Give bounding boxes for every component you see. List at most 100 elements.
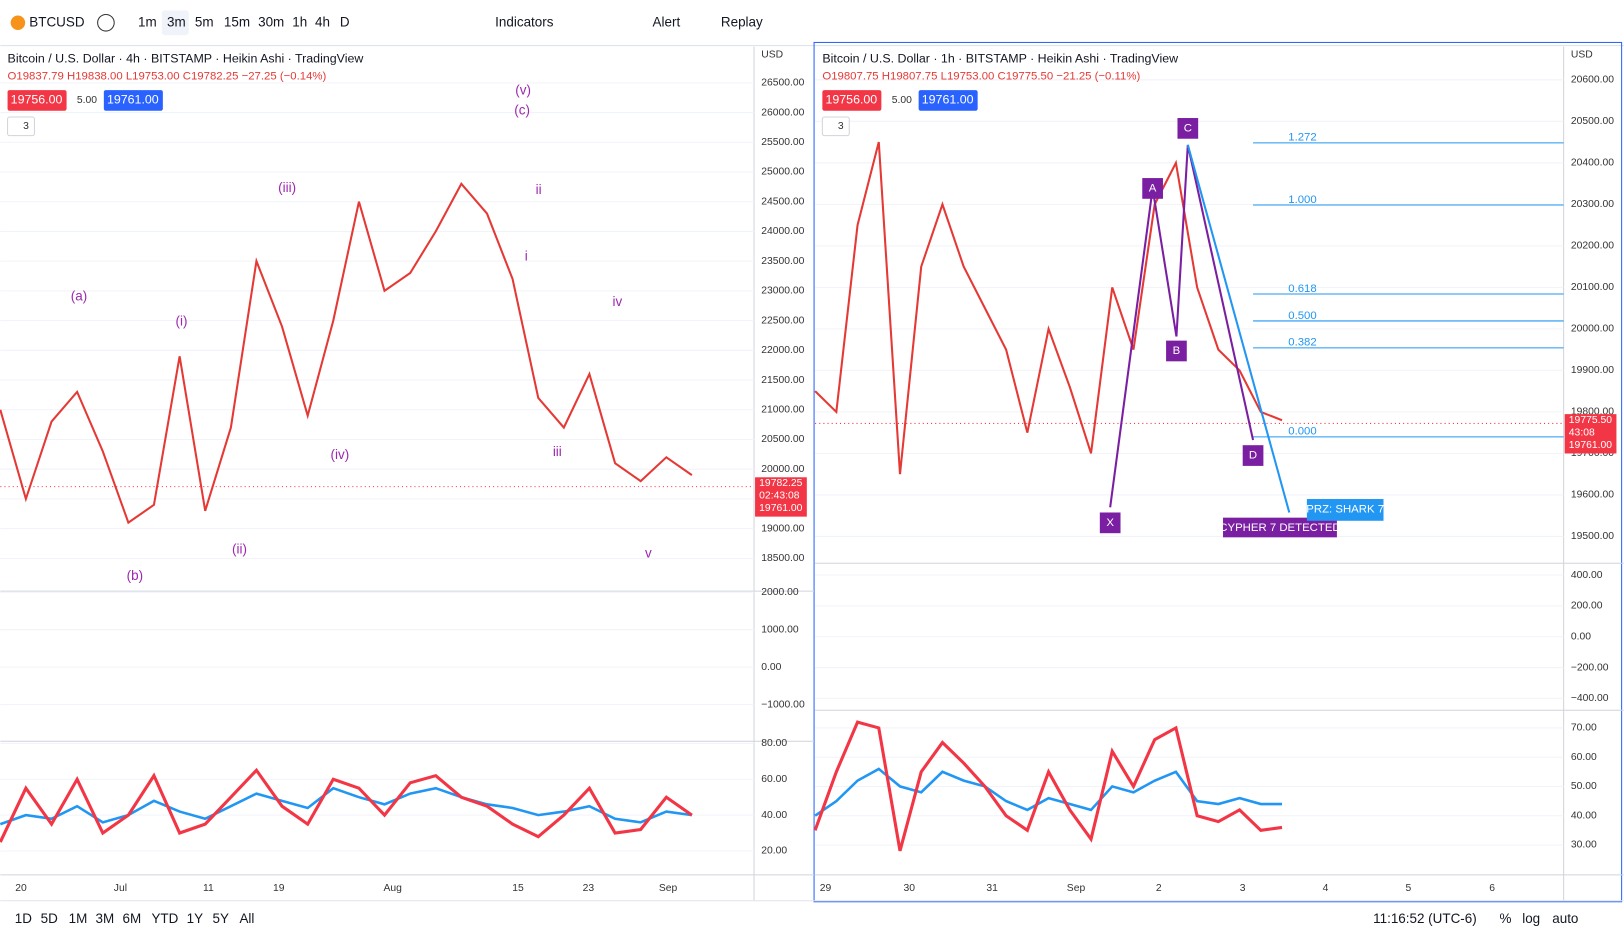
fib-label: 1.000 (1288, 194, 1316, 206)
price-axis-label: 40.00 (1571, 810, 1597, 821)
price-axis-label: 25000.00 (761, 167, 804, 178)
rsi-line (0, 767, 693, 843)
pattern-point (1142, 178, 1163, 199)
date-label: Sep (1067, 883, 1086, 894)
wave-label: (a) (71, 289, 87, 304)
fib-label: 1.272 (1288, 132, 1316, 144)
interval-button[interactable]: 15m (224, 14, 250, 29)
range-button[interactable]: 1M (69, 911, 88, 926)
price-line (0, 182, 693, 525)
range-button[interactable]: 3M (96, 911, 115, 926)
wave-label: (c) (514, 102, 530, 117)
price-axis-label: 200.00 (1571, 601, 1603, 612)
currency: USD (761, 50, 783, 61)
range-button[interactable]: 5D (41, 911, 58, 926)
price-tag: 19775.50 (1569, 415, 1612, 426)
bid[interactable]: 19756.00 (825, 93, 877, 107)
price-axis-label: 80.00 (761, 738, 787, 749)
range-button[interactable]: 6M (122, 911, 141, 926)
range-button[interactable]: 5Y (213, 911, 229, 926)
price-box (755, 477, 807, 517)
price-axis-label: 30.00 (1571, 840, 1597, 851)
left-pane (0, 46, 755, 901)
price-axis-label: 1000.00 (761, 624, 799, 635)
range-button[interactable]: YTD (151, 911, 178, 926)
price-axis-label: 20200.00 (1571, 241, 1614, 252)
price-box (1564, 414, 1617, 454)
wave-label: ii (536, 182, 542, 197)
price-tag: 19761.00 (759, 503, 802, 514)
price-axis-label: 20000.00 (1571, 324, 1614, 335)
price-axis-label: 26500.00 (761, 78, 804, 89)
price-axis-label: 20500.00 (1571, 116, 1614, 127)
wave-label: iv (613, 294, 623, 309)
price-axis-label: 400.00 (1571, 570, 1603, 581)
date-label: 4 (1323, 883, 1329, 894)
spread: 5.00 (892, 95, 912, 106)
date-label: 23 (583, 883, 595, 894)
ask-box (103, 90, 163, 111)
percent-toggle[interactable]: % (1499, 911, 1511, 926)
prz-label: PRZ: SHARK 7 (1306, 503, 1384, 515)
date-label: 29 (820, 883, 832, 894)
interval-button[interactable]: 3m (167, 14, 186, 29)
indicators-button[interactable]: Indicators (495, 14, 554, 29)
fib-label: 0.382 (1288, 337, 1316, 349)
date-label: 20 (15, 883, 27, 894)
range-button[interactable]: All (239, 911, 254, 926)
ask[interactable]: 19761.00 (107, 93, 159, 107)
alert-button[interactable]: Alert (653, 14, 681, 29)
log-toggle[interactable]: log (1522, 911, 1540, 926)
auto-toggle[interactable]: auto (1552, 911, 1578, 926)
pane-title: Bitcoin / U.S. Dollar · 1h · BITSTAMP · … (822, 51, 1178, 65)
price-axis-label: 19500.00 (1571, 531, 1614, 542)
add-symbol[interactable] (97, 13, 115, 32)
interval-button[interactable]: 30m (258, 14, 284, 29)
ask-box (918, 90, 978, 111)
range-button[interactable]: 1D (15, 911, 32, 926)
date-label: 5 (1405, 883, 1411, 894)
interval-button[interactable]: 4h (315, 14, 330, 29)
price-axis-label: 19000.00 (761, 523, 804, 534)
pane-title: Bitcoin / U.S. Dollar · 4h · BITSTAMP · … (8, 51, 364, 65)
price-axis-label: 22000.00 (761, 345, 804, 356)
date-label: Sep (659, 883, 678, 894)
price-axis-label: 26000.00 (761, 107, 804, 118)
price-axis-label: −1000.00 (761, 699, 805, 710)
price-axis-label: 50.00 (1571, 781, 1597, 792)
price-axis-label: 60.00 (761, 774, 787, 785)
ask[interactable]: 19761.00 (922, 93, 974, 107)
pattern-label: X (1106, 517, 1114, 529)
price-axis-label: 70.00 (1571, 723, 1597, 734)
interval-button[interactable]: 5m (195, 14, 214, 29)
date-label: 15 (512, 883, 524, 894)
price-axis-label: 24500.00 (761, 196, 804, 207)
collapse-box[interactable] (7, 116, 35, 137)
replay-button[interactable]: Replay (721, 14, 763, 29)
interval-button[interactable]: D (340, 14, 350, 29)
pattern-point (1099, 512, 1121, 534)
range-button[interactable]: 1Y (187, 911, 203, 926)
price-axis-label: 21500.00 (761, 375, 804, 386)
interval-button[interactable]: 1m (138, 14, 157, 29)
indicator-count: 3 (838, 121, 844, 132)
price-axis-label: 19600.00 (1571, 490, 1614, 501)
spread: 5.00 (77, 95, 97, 106)
wave-label: (ii) (232, 541, 247, 556)
price-axis-label: 22500.00 (761, 315, 804, 326)
rsi-line (813, 720, 1283, 852)
interval-button[interactable]: 1h (292, 14, 307, 29)
wave-label: (b) (127, 568, 143, 583)
pattern-point (1177, 118, 1199, 139)
wave-label: (iii) (278, 180, 296, 195)
price-axis-label: 0.00 (761, 662, 781, 673)
date-label: 6 (1489, 883, 1495, 894)
date-label: 19 (273, 883, 285, 894)
price-axis-label: 20300.00 (1571, 199, 1614, 210)
collapse-box[interactable] (821, 116, 850, 137)
symbol[interactable]: BTCUSD (29, 14, 85, 29)
price-axis-label: 40.00 (761, 810, 787, 821)
price-axis-label: −400.00 (1571, 693, 1609, 704)
price-axis-label: 18500.00 (761, 553, 804, 564)
bid[interactable]: 19756.00 (11, 93, 63, 107)
